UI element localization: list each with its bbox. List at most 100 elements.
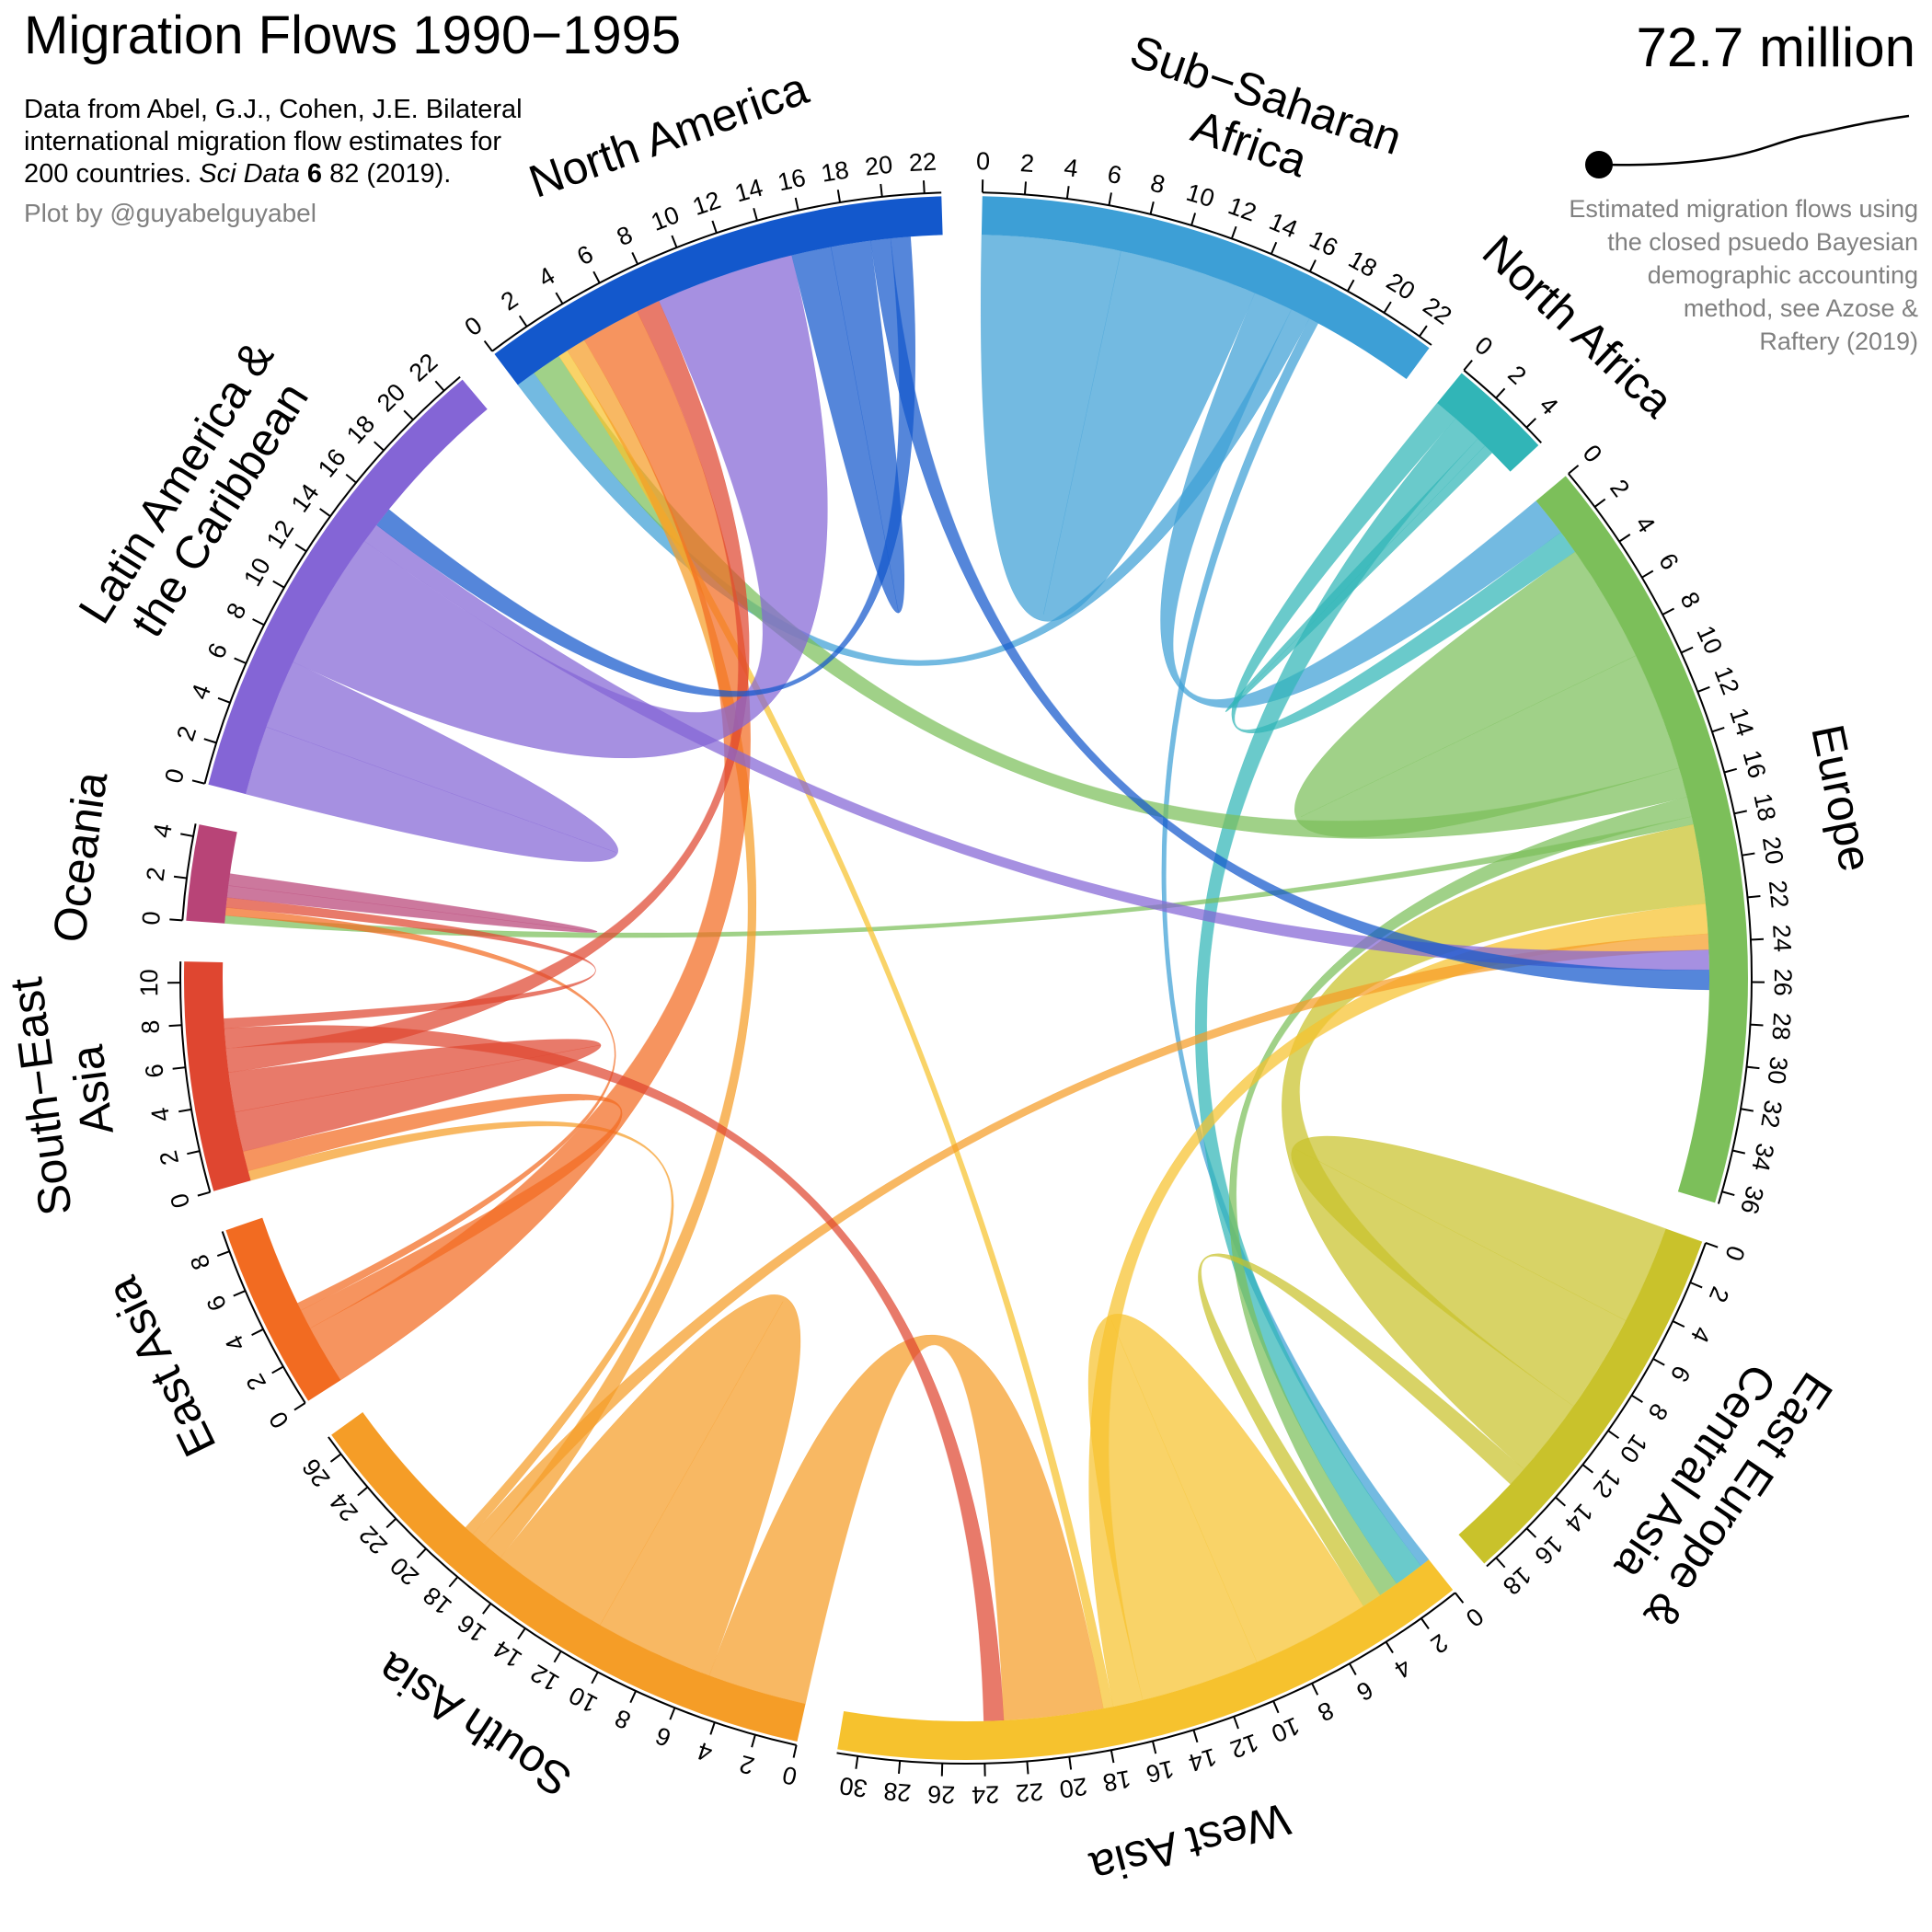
tick-label: 10: [238, 553, 276, 591]
tick-mark: [629, 1690, 638, 1704]
tick-mark: [1151, 1741, 1157, 1754]
chord: [870, 237, 1710, 991]
tick-label: 8: [136, 1019, 165, 1035]
tick-mark: [187, 1150, 201, 1156]
tick-label: 8: [613, 221, 637, 252]
chord: [534, 355, 1688, 839]
region-name: Europe: [1801, 720, 1881, 876]
tick-label: 16: [1144, 1754, 1177, 1788]
tick-mark: [1495, 387, 1506, 399]
tick-mark: [403, 409, 414, 420]
tick-label: 10: [1691, 622, 1728, 659]
chord: [1194, 418, 1478, 1584]
tick-mark: [1652, 1358, 1665, 1366]
tick-mark: [709, 1721, 716, 1735]
tick-mark: [357, 1486, 369, 1497]
tick-mark: [518, 315, 528, 328]
tick-mark: [1593, 498, 1606, 508]
axis-line: [179, 961, 212, 1193]
tick-mark: [1750, 937, 1765, 941]
tick-mark: [1705, 1242, 1719, 1248]
tick-label: 16: [1305, 225, 1342, 262]
tick-mark: [173, 875, 188, 880]
tick-label: 8: [1674, 588, 1706, 613]
region-arc: [1458, 1228, 1703, 1564]
tick-label: 8: [185, 1251, 215, 1274]
tick-label: 26: [927, 1780, 956, 1809]
tick-mark: [592, 270, 601, 284]
chord: [1088, 903, 1708, 1708]
chord: [1087, 1313, 1364, 1701]
tick-mark: [591, 1671, 599, 1685]
tick-label: 10: [1183, 178, 1217, 213]
tick-mark: [1742, 852, 1755, 857]
tick-label: 12: [1225, 191, 1259, 226]
tick-mark: [1272, 1700, 1280, 1714]
tick-label: 2: [1502, 360, 1531, 389]
tick-label: 10: [565, 1681, 603, 1719]
tick-mark: [1689, 1282, 1703, 1289]
tick-label: 0: [137, 910, 166, 926]
chord: [226, 873, 598, 933]
tick-label: 14: [1724, 705, 1759, 740]
axis-line: [1463, 369, 1542, 443]
citation-part: 82 (2019).: [329, 159, 451, 189]
chord: [225, 300, 750, 1074]
tick-label: 14: [1265, 207, 1301, 243]
tick-mark: [1721, 1190, 1735, 1197]
tick-mark: [711, 220, 718, 234]
tick-mark: [1680, 646, 1694, 654]
tick-label: 22: [1764, 879, 1794, 909]
tick-label: 34: [1746, 1141, 1779, 1174]
tick-mark: [448, 1576, 459, 1588]
tick-label: 4: [186, 681, 216, 704]
note-line: the closed psuedo Bayesian: [1607, 228, 1918, 256]
tick-mark: [1568, 465, 1580, 475]
citation-part: 200 countries.: [24, 159, 191, 189]
tick-mark: [1662, 607, 1675, 615]
axis-line: [203, 375, 461, 784]
region-name: West Asia: [1085, 1793, 1295, 1894]
axis-line: [982, 191, 1432, 346]
tick-mark: [1420, 1617, 1430, 1630]
tick-label: 16: [453, 1609, 491, 1648]
tick-label: 0: [159, 765, 190, 786]
region-name: East Asia: [96, 1270, 225, 1465]
chord: [1198, 1253, 1524, 1607]
tick-mark: [1311, 1683, 1319, 1696]
trend-line: [1598, 114, 1910, 167]
tick-label: 36: [1735, 1183, 1769, 1217]
tick-label: 6: [1653, 548, 1684, 574]
note-line: Estimated migration flows using: [1569, 195, 1918, 223]
tick-label: 0: [264, 1407, 294, 1433]
tick-label: 12: [1708, 662, 1744, 698]
tick-label: 18: [341, 410, 380, 449]
tick-mark: [1555, 1496, 1567, 1507]
tick-label: 10: [1268, 1711, 1304, 1747]
tick-mark: [1746, 1065, 1760, 1070]
tick-label: 18: [819, 155, 850, 187]
tick-label: 2: [1604, 475, 1635, 502]
tick-mark: [1525, 418, 1537, 429]
tick-mark: [434, 380, 445, 392]
tick-mark: [1463, 359, 1473, 372]
tick-mark: [217, 696, 231, 704]
tick-label: 6: [201, 1292, 233, 1316]
tick-mark: [197, 1190, 211, 1197]
tick-mark: [1740, 1108, 1754, 1112]
tick-label: 24: [972, 1780, 1000, 1809]
tick-mark: [753, 207, 758, 222]
tick-label: 26: [297, 1454, 336, 1492]
tick-label: 2: [171, 723, 201, 744]
tick-mark: [1068, 1756, 1073, 1770]
tick-label: 6: [1352, 1675, 1378, 1707]
tick-label: 2: [1426, 1628, 1454, 1659]
tick-mark: [1454, 1592, 1465, 1604]
tick-mark: [1108, 192, 1112, 206]
tick-label: 6: [1105, 160, 1123, 190]
tick-mark: [1233, 1716, 1239, 1730]
tick-mark: [483, 339, 493, 352]
tick-mark: [922, 180, 926, 194]
tick-label: 14: [731, 174, 765, 208]
axis-line: [221, 1231, 306, 1404]
